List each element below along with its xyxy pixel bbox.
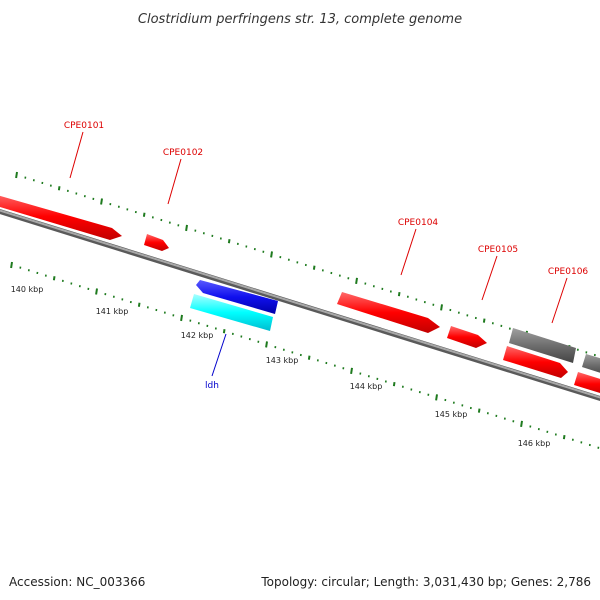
kbp-label-145: 145 kbp [435, 410, 468, 419]
accession-text: Accession: NC_003366 [9, 575, 145, 589]
gene-cpe0107-partial[interactable] [574, 372, 600, 396]
kbp-label-146: 146 kbp [518, 439, 551, 448]
kbp-label-140: 140 kbp [11, 285, 44, 294]
kbp-label-142: 142 kbp [181, 331, 214, 340]
gene-label-ldh[interactable]: ldh [205, 381, 219, 391]
upper-tick [482, 318, 486, 323]
upper-tick [227, 239, 231, 244]
gene-other-gray-2[interactable] [582, 354, 600, 376]
upper-tick [142, 212, 146, 217]
backbone [0, 208, 600, 402]
lower-tick [137, 302, 141, 307]
kbp-label-144: 144 kbp [350, 382, 383, 391]
lower-tick [562, 434, 566, 440]
gene-ldh[interactable] [190, 294, 273, 331]
gene-cpe0105[interactable] [447, 326, 487, 348]
gene-label-cpe0104[interactable]: CPE0104 [398, 218, 439, 228]
map-title: Clostridium perfringens str. 13, complet… [138, 12, 462, 27]
label-leaders [69, 131, 568, 377]
lower-tick [392, 382, 396, 387]
tick-row-upper [15, 171, 596, 357]
gene-cpe0104[interactable] [337, 292, 440, 333]
gene-label-cpe0106[interactable]: CPE0106 [548, 267, 589, 277]
upper-tick [440, 304, 443, 311]
kbp-labels: 140 kbp 141 kbp 142 kbp 143 kbp 144 kbp … [11, 285, 551, 448]
lower-tick [265, 341, 268, 348]
gene-cpe0101[interactable] [0, 193, 122, 240]
upper-tick [15, 171, 18, 179]
upper-tick [312, 265, 316, 270]
genome-summary-text: Topology: circular; Length: 3,031,430 bp… [260, 575, 591, 589]
lower-tick [222, 329, 226, 334]
upper-tick [100, 198, 103, 205]
gene-other-gray-1[interactable] [509, 328, 576, 363]
upper-tick [355, 277, 358, 285]
gene-cpe0102[interactable] [144, 234, 169, 251]
lower-tick [95, 288, 98, 295]
lower-tick [307, 355, 311, 360]
kbp-label-143: 143 kbp [266, 356, 299, 365]
gene-label-cpe0105[interactable]: CPE0105 [478, 245, 518, 255]
kbp-label-141: 141 kbp [96, 307, 129, 316]
lower-tick [435, 394, 438, 401]
tick-row-lower [10, 261, 600, 449]
lower-tick [52, 276, 56, 281]
upper-tick [270, 251, 273, 258]
upper-tick [397, 292, 401, 297]
lower-tick [10, 261, 13, 269]
lower-tick [477, 408, 481, 413]
gene-labels: CPE0101 CPE0102 CPE0104 CPE0105 CPE0106 … [64, 121, 589, 391]
gene-label-cpe0102[interactable]: CPE0102 [163, 148, 203, 158]
gene-ldh-rna[interactable] [196, 280, 278, 314]
lower-tick [520, 420, 523, 428]
gene-label-cpe0101[interactable]: CPE0101 [64, 121, 104, 131]
lower-tick [180, 314, 183, 322]
lower-tick [350, 367, 353, 375]
upper-tick [185, 224, 188, 232]
gene-cpe0106[interactable] [503, 346, 568, 378]
upper-tick [57, 186, 61, 191]
